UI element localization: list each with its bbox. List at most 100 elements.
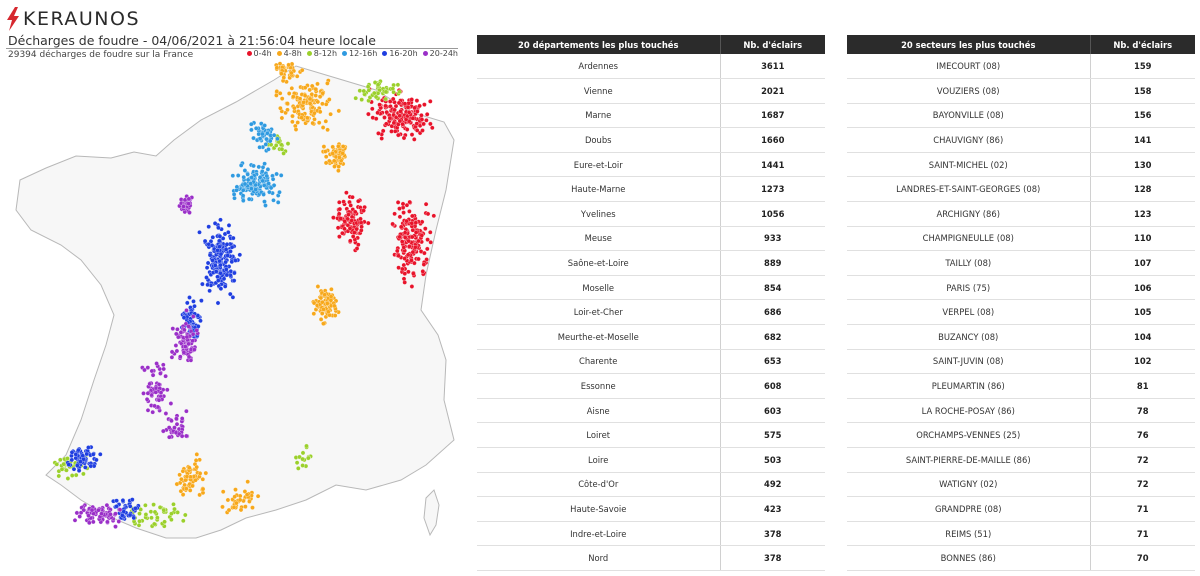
strike-dot (336, 144, 341, 149)
strike-dot (409, 132, 415, 137)
strike-dot (255, 493, 261, 499)
strike-dot (346, 212, 351, 217)
strike-dot (169, 349, 175, 355)
strike-dot (307, 87, 312, 93)
strike-dot (277, 91, 283, 96)
strike-dot (199, 298, 204, 303)
strike-dot (407, 209, 412, 214)
strike-dot (413, 230, 419, 235)
strike-dot (290, 119, 295, 125)
legend-dot (342, 51, 348, 56)
column-header-sector[interactable]: 20 secteurs les plus touchés (847, 35, 1091, 54)
strike-dot (58, 457, 63, 463)
strike-dot (256, 164, 262, 170)
strike-dot (400, 266, 405, 272)
strike-dot (349, 218, 354, 223)
legend-dot (276, 51, 282, 56)
strike-dot (156, 397, 162, 403)
strike-dot (279, 146, 285, 152)
strike-dot (217, 244, 222, 249)
strike-dot (331, 215, 336, 220)
strike-dot (71, 466, 77, 472)
strike-dot (289, 70, 294, 76)
strike-dot (277, 189, 282, 195)
strike-dot (151, 502, 156, 507)
strike-dot (184, 433, 189, 439)
strike-dot (262, 161, 267, 166)
strike-dot (178, 488, 184, 494)
strike-dot (354, 226, 359, 232)
table-row: SAINT-PIERRE-DE-MAILLE (86) 72 (847, 447, 1195, 473)
strike-dot (340, 144, 346, 149)
strike-dot (361, 88, 367, 94)
strike-dot (207, 252, 213, 258)
strike-dot (317, 109, 323, 115)
strike-dot (76, 468, 82, 473)
strike-dot (187, 210, 192, 215)
department-name: Nord (477, 545, 721, 571)
strike-dot (366, 111, 371, 117)
legend-item: 4-8h (276, 49, 302, 58)
strike-dot (398, 109, 403, 114)
strike-dot (86, 445, 91, 450)
legend-item: 12-16h (342, 49, 377, 58)
strike-dot (318, 295, 324, 301)
strike-count: 158 (1090, 78, 1195, 104)
strike-dot (347, 226, 353, 231)
sector-name: SAINT-JUVIN (08) (847, 349, 1091, 375)
strike-dot (286, 91, 292, 96)
strike-dot (245, 172, 250, 177)
column-header-count[interactable]: Nb. d'éclairs (1090, 35, 1195, 54)
strike-dot (157, 505, 163, 510)
sector-name: PARIS (75) (847, 275, 1091, 301)
strike-dot (400, 201, 406, 207)
strike-count: 78 (1090, 398, 1195, 424)
strike-dot (312, 117, 317, 122)
department-name: Moselle (477, 275, 721, 301)
keraunos-logo[interactable]: KERAUNOS (6, 6, 140, 32)
strike-dot (342, 219, 347, 224)
strike-dot (237, 497, 243, 503)
strike-dot (325, 81, 330, 86)
strike-dot (412, 105, 417, 111)
strike-dot (184, 474, 190, 479)
strike-dot (147, 381, 152, 387)
strike-dot (383, 96, 388, 102)
strike-dot (245, 177, 251, 183)
corsica-outline (423, 489, 440, 537)
strike-dot (232, 494, 237, 499)
sector-name: ARCHIGNY (86) (847, 201, 1091, 227)
table-row: CHAUVIGNY (86) 141 (847, 127, 1195, 153)
strike-dot (279, 96, 285, 101)
map-subtitle: 29394 décharges de foudre sur la France (8, 50, 194, 60)
france-lightning-map[interactable] (6, 60, 458, 540)
strike-count: 854 (720, 275, 825, 301)
table-row: BUZANCY (08) 104 (847, 324, 1195, 350)
strike-dot (425, 237, 430, 242)
strike-dot (404, 218, 409, 224)
column-header-count[interactable]: Nb. d'éclairs (720, 35, 825, 54)
strike-dot (366, 220, 371, 226)
strike-dot (175, 327, 180, 332)
strike-dot (228, 249, 233, 254)
strike-dot (161, 507, 167, 513)
strike-count: 378 (720, 545, 825, 571)
column-header-department[interactable]: 20 départements les plus touchés (477, 35, 721, 54)
strike-dot (186, 354, 192, 360)
strike-dot (297, 96, 303, 101)
strike-count: 1687 (720, 103, 825, 129)
strike-dot (181, 315, 187, 320)
sector-name: SAINT-PIERRE-DE-MAILLE (86) (847, 447, 1091, 473)
strike-dot (120, 513, 125, 518)
legend-label: 4-8h (283, 49, 302, 58)
strike-dot (251, 163, 256, 169)
strike-dot (158, 390, 164, 395)
strike-count: 1441 (720, 152, 825, 178)
table-row: BONNES (86) 70 (847, 545, 1195, 571)
strike-dot (390, 86, 396, 91)
strike-dot (194, 328, 199, 333)
strike-dot (407, 244, 412, 249)
strike-dot (384, 109, 389, 115)
strike-dot (183, 344, 188, 349)
strike-dot (384, 121, 389, 127)
